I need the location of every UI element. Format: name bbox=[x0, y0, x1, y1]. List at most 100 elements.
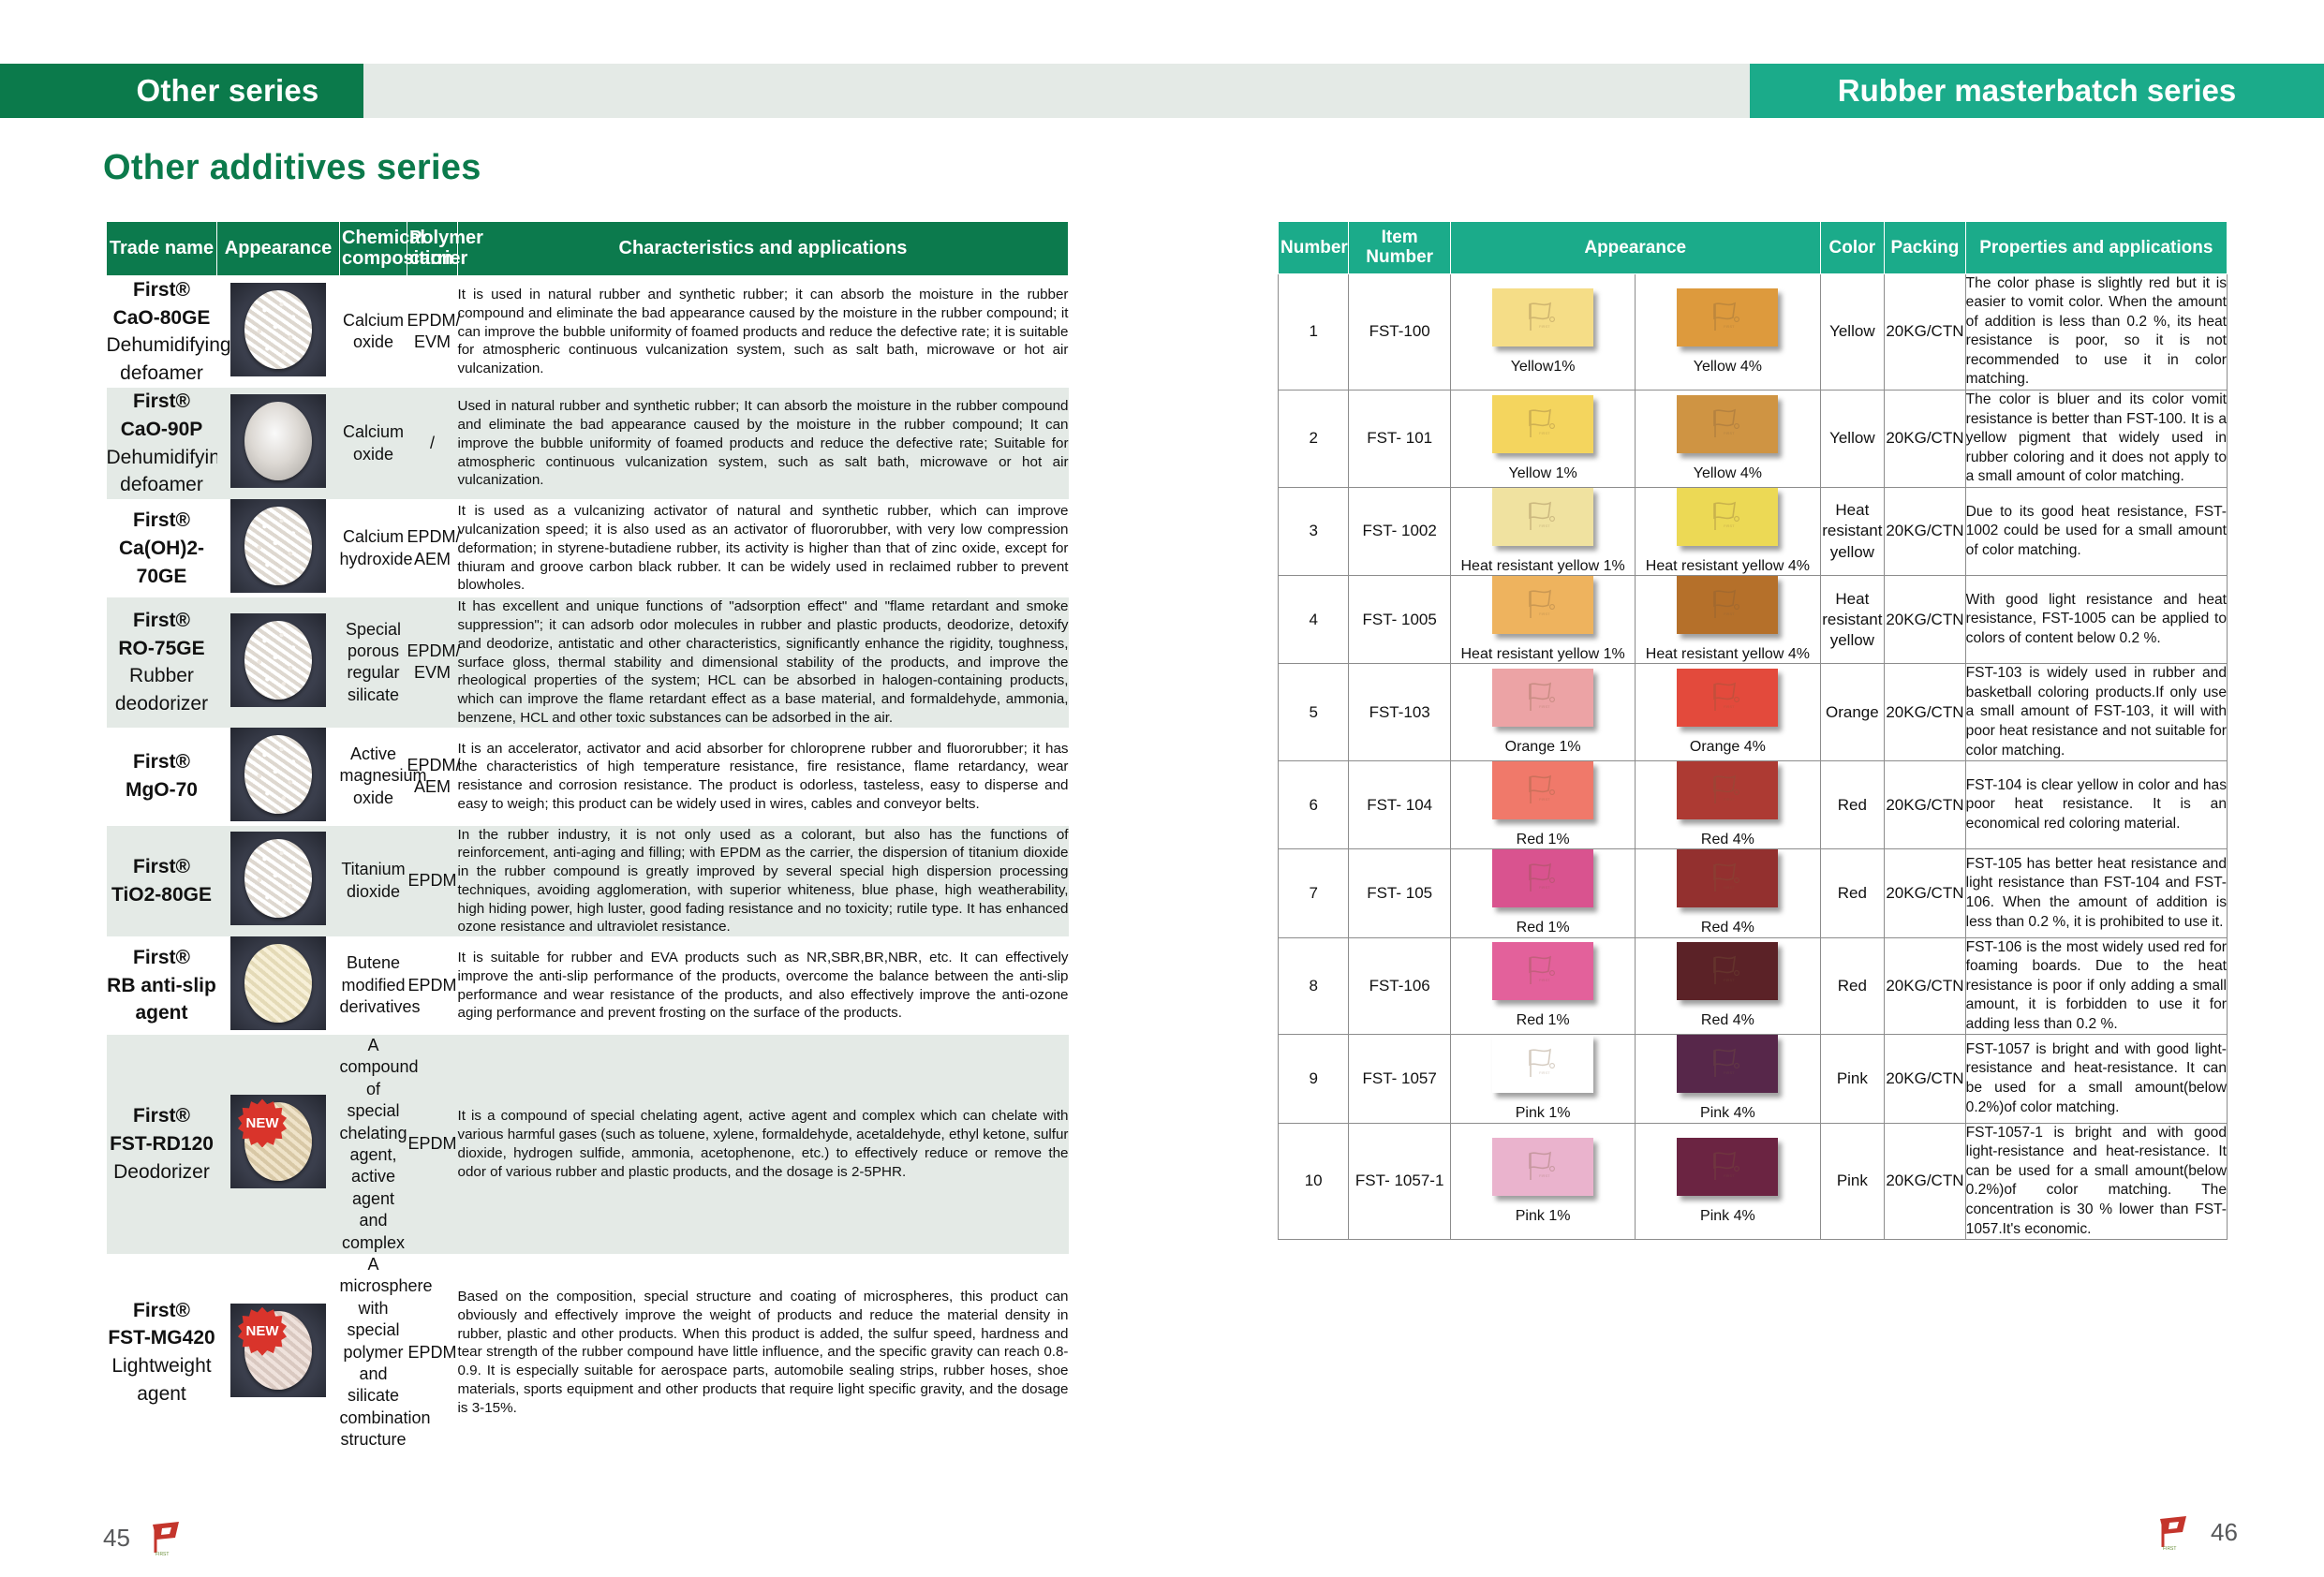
banner-left-edge bbox=[0, 64, 92, 118]
cell-item-number: FST- 105 bbox=[1348, 848, 1451, 938]
photo-frame bbox=[230, 612, 326, 707]
swatch-label: Orange 1% bbox=[1504, 739, 1581, 756]
col-characteristics: Characteristics and applications bbox=[457, 221, 1069, 276]
granule-dish bbox=[244, 402, 312, 481]
col-trade-name: Trade name bbox=[106, 221, 217, 276]
trade-name-line: MgO-70 bbox=[125, 779, 198, 802]
cell-item-number: FST- 1057-1 bbox=[1348, 1122, 1451, 1241]
cell-trade-name: First® CaO-90P Dehumidifying defoamer bbox=[106, 388, 231, 500]
color-swatch: FIRST bbox=[1492, 287, 1594, 346]
cell-chemical-composition: Calcium oxide bbox=[339, 388, 407, 500]
svg-text:FIRST: FIRST bbox=[1539, 523, 1550, 528]
trade-name-line: RB anti-slip agent bbox=[107, 974, 216, 1024]
swatch-label: Yellow 4% bbox=[1693, 358, 1762, 375]
trade-name-line: Rubber deodorizer bbox=[114, 665, 209, 715]
table-row: First® RB anti-slip agent Butene modified… bbox=[107, 936, 1069, 1035]
product-photo bbox=[230, 612, 326, 707]
cell-swatch-2: FIRST Pink 4% bbox=[1635, 1034, 1821, 1124]
swatch-label: Red 1% bbox=[1516, 920, 1570, 936]
cell-swatch-2: FIRST Heat resistant yellow 4% bbox=[1635, 486, 1821, 577]
cell-swatch-2: FIRST Yellow 4% bbox=[1635, 390, 1821, 488]
col-packing: Packing bbox=[1884, 221, 1966, 274]
color-swatch: FIRST bbox=[1677, 942, 1779, 1001]
cell-swatch-2: FIRST Red 4% bbox=[1635, 848, 1821, 938]
cell-color: Heat resistant yellow bbox=[1819, 575, 1886, 665]
trade-name-line: First® bbox=[133, 509, 190, 532]
cell-properties: The color phase is slightly red but it i… bbox=[1964, 273, 2228, 391]
cell-properties: Due to its good heat resistance, FST-100… bbox=[1964, 486, 2228, 577]
col-number: Number bbox=[1277, 221, 1350, 274]
cell-chemical-composition: Titanium dioxide bbox=[339, 825, 407, 937]
trade-name-line: First® bbox=[133, 609, 190, 631]
cell-number: 2 bbox=[1277, 390, 1350, 488]
cell-appearance bbox=[217, 727, 340, 826]
swatch-label: Heat resistant yellow 4% bbox=[1645, 557, 1810, 574]
trade-name-line: FST-MG420 bbox=[108, 1327, 215, 1349]
swatch-label: Red 4% bbox=[1700, 920, 1754, 936]
cell-swatch-1: FIRST Red 1% bbox=[1449, 936, 1636, 1036]
svg-text:FIRST: FIRST bbox=[1539, 431, 1550, 435]
svg-text:FIRST: FIRST bbox=[1539, 612, 1550, 616]
photo-frame bbox=[230, 832, 326, 926]
svg-text:FIRST: FIRST bbox=[1724, 1173, 1735, 1178]
cell-item-number: FST-100 bbox=[1348, 273, 1451, 391]
cell-appearance bbox=[217, 936, 340, 1035]
granule-dish bbox=[244, 289, 312, 369]
cell-polymer-carrier: EPDM/AEM bbox=[407, 527, 461, 568]
svg-text:FIRST: FIRST bbox=[1724, 431, 1735, 435]
tab-rubber-masterbatch-series[interactable]: Rubber masterbatch series bbox=[1750, 64, 2324, 118]
table-row: 1 FST-100 FIRST Yellow1% FIRST Yellow 4%… bbox=[1277, 273, 2228, 391]
product-photo: NEW bbox=[230, 1303, 326, 1397]
cell-item-number: FST- 1057 bbox=[1348, 1034, 1451, 1124]
svg-text:FIRST: FIRST bbox=[1724, 885, 1735, 890]
trade-name-line: First® bbox=[133, 946, 190, 968]
col-appearance: Appearance bbox=[216, 221, 340, 276]
swatch-label: Pink 1% bbox=[1515, 1105, 1571, 1122]
tab-rubber-masterbatch-label: Rubber masterbatch series bbox=[1837, 73, 2237, 108]
cell-packing: 20KG/CTN bbox=[1884, 390, 1966, 488]
granule-dish bbox=[244, 620, 312, 700]
svg-text:FIRST: FIRST bbox=[1539, 797, 1550, 802]
left-table-header-row: Trade name Appearance Chemical compositi… bbox=[106, 221, 1069, 276]
cell-number: 1 bbox=[1277, 273, 1350, 391]
cell-trade-name: First® CaO-80GE Dehumidifying defoamer bbox=[107, 275, 231, 388]
cell-properties: FST-105 has better heat resistance and l… bbox=[1964, 848, 2228, 938]
footer-right: FIRST 46 bbox=[2154, 1513, 2238, 1552]
svg-text:FIRST: FIRST bbox=[1724, 797, 1735, 802]
top-banner: Other series Rubber masterbatch series bbox=[0, 64, 2324, 118]
trade-name-line: defoamer bbox=[120, 474, 203, 496]
color-swatch: FIRST bbox=[1677, 287, 1779, 346]
color-swatch: FIRST bbox=[1492, 1137, 1594, 1196]
tab-other-series[interactable]: Other series bbox=[92, 64, 363, 118]
cell-number: 3 bbox=[1277, 486, 1350, 577]
cell-swatch-2: FIRST Yellow 4% bbox=[1635, 273, 1821, 391]
cell-chemical-composition: Active magnesium oxide bbox=[339, 744, 427, 807]
trade-name-line: RO-75GE bbox=[118, 637, 205, 659]
granule-dish bbox=[244, 507, 312, 586]
cell-item-number: FST-103 bbox=[1348, 663, 1451, 762]
col-properties: Properties and applications bbox=[1964, 221, 2228, 274]
cell-trade-name: First® FST-RD120 Deodorizer bbox=[106, 1035, 217, 1254]
col-item-number: Item Number bbox=[1348, 221, 1451, 274]
cell-appearance bbox=[216, 825, 340, 937]
trade-name-line: First® bbox=[133, 391, 190, 413]
cell-polymer-carrier: / bbox=[407, 388, 458, 500]
cell-packing: 20KG/CTN bbox=[1884, 1122, 1966, 1241]
cell-color: Heat resistant yellow bbox=[1819, 486, 1886, 577]
table-row: 9 FST- 1057 FIRST Pink 1% FIRST Pink 4% … bbox=[1277, 1034, 2228, 1124]
color-swatch: FIRST bbox=[1677, 1137, 1779, 1196]
table-row: 5 FST-103 FIRST Orange 1% FIRST Orange 4… bbox=[1277, 663, 2228, 762]
cell-color: Orange bbox=[1819, 663, 1886, 762]
cell-number: 6 bbox=[1277, 760, 1350, 850]
cell-appearance bbox=[217, 275, 340, 388]
color-swatch: FIRST bbox=[1492, 394, 1594, 453]
svg-text:FIRST: FIRST bbox=[1539, 324, 1550, 329]
cell-color: Red bbox=[1819, 936, 1886, 1036]
trade-name-line: Lightweight agent bbox=[111, 1355, 212, 1405]
cell-appearance bbox=[216, 597, 340, 728]
table-row: 3 FST- 1002 FIRST Heat resistant yellow … bbox=[1277, 486, 2228, 577]
cell-number: 5 bbox=[1277, 663, 1350, 762]
col-color: Color bbox=[1819, 221, 1886, 274]
table-row: 6 FST- 104 FIRST Red 1% FIRST Red 4% Red… bbox=[1277, 760, 2228, 850]
trade-name-line: Deodorizer bbox=[113, 1160, 210, 1183]
